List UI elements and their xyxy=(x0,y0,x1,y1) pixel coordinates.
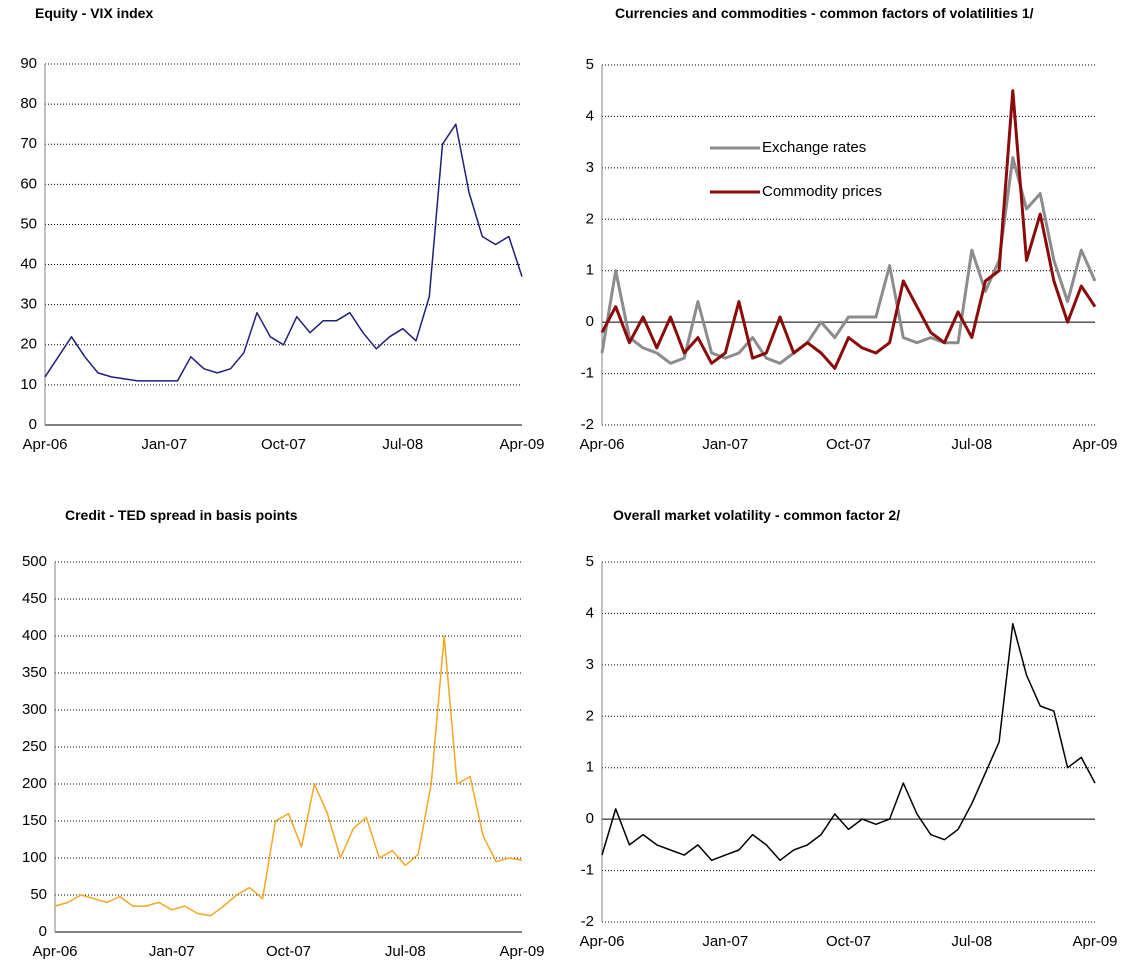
y-tick-label: 450 xyxy=(22,590,47,607)
x-tick-label: Oct-07 xyxy=(826,436,871,453)
series-line xyxy=(44,123,523,382)
y-tick-label: 50 xyxy=(30,886,47,903)
y-tick-label: 0 xyxy=(29,416,37,433)
y-tick-label: -1 xyxy=(581,365,594,382)
chart-title: Currencies and commodities - common fact… xyxy=(615,5,1034,21)
x-tick-label: Apr-06 xyxy=(579,933,624,950)
y-tick-label: 200 xyxy=(22,775,47,792)
x-tick-label: Apr-09 xyxy=(1072,436,1117,453)
x-tick-label: Apr-09 xyxy=(499,943,544,960)
y-tick-label: 4 xyxy=(586,604,594,621)
y-tick-label: 4 xyxy=(586,107,594,124)
x-tick-label: Apr-09 xyxy=(499,436,544,453)
x-tick-label: Jul-08 xyxy=(385,943,426,960)
y-tick-label: 1 xyxy=(586,759,594,776)
x-tick-label: Apr-06 xyxy=(579,436,624,453)
legend-label: Exchange rates xyxy=(762,139,866,156)
y-tick-label: 2 xyxy=(586,707,594,724)
y-tick-label: 50 xyxy=(20,215,37,232)
y-tick-label: 2 xyxy=(586,210,594,227)
series-line xyxy=(600,89,1097,370)
y-tick-label: 150 xyxy=(22,812,47,829)
x-tick-label: Apr-06 xyxy=(32,943,77,960)
x-tick-label: Jan-07 xyxy=(141,436,187,453)
x-tick-label: Jul-08 xyxy=(382,436,423,453)
y-tick-label: -2 xyxy=(581,913,594,930)
y-tick-label: 400 xyxy=(22,627,47,644)
x-tick-label: Apr-09 xyxy=(1072,933,1117,950)
y-tick-label: 0 xyxy=(586,313,594,330)
y-tick-label: 30 xyxy=(20,296,37,313)
y-tick-label: 250 xyxy=(22,738,47,755)
y-tick-label: 90 xyxy=(20,55,37,72)
y-tick-label: 60 xyxy=(20,175,37,192)
y-tick-label: 40 xyxy=(20,256,37,273)
y-tick-label: 350 xyxy=(22,664,47,681)
y-tick-label: 80 xyxy=(20,95,37,112)
x-tick-label: Apr-06 xyxy=(22,436,67,453)
y-tick-label: 3 xyxy=(586,159,594,176)
y-tick-label: -2 xyxy=(581,416,594,433)
x-tick-label: Jan-07 xyxy=(702,933,748,950)
x-tick-label: Oct-07 xyxy=(826,933,871,950)
series-line xyxy=(600,156,1097,365)
y-tick-label: 3 xyxy=(586,656,594,673)
series-line xyxy=(54,635,523,917)
legend-label: Commodity prices xyxy=(762,183,882,200)
y-tick-label: 70 xyxy=(20,135,37,152)
x-tick-label: Oct-07 xyxy=(266,943,311,960)
y-tick-label: 300 xyxy=(22,701,47,718)
y-tick-label: 500 xyxy=(22,553,47,570)
y-tick-label: 10 xyxy=(20,376,37,393)
chart-title: Credit - TED spread in basis points xyxy=(65,507,298,523)
y-tick-label: 0 xyxy=(39,923,47,940)
x-tick-label: Jul-08 xyxy=(951,436,992,453)
y-tick-label: -1 xyxy=(581,862,594,879)
y-tick-label: 1 xyxy=(586,262,594,279)
y-tick-label: 0 xyxy=(586,810,594,827)
series-line xyxy=(601,622,1096,862)
chart-title: Overall market volatility - common facto… xyxy=(613,507,901,523)
x-tick-label: Jan-07 xyxy=(702,436,748,453)
x-tick-label: Jul-08 xyxy=(951,933,992,950)
y-tick-label: 100 xyxy=(22,849,47,866)
chart-title: Equity - VIX index xyxy=(35,5,154,21)
x-tick-label: Jan-07 xyxy=(149,943,195,960)
y-tick-label: 5 xyxy=(586,56,594,73)
y-tick-label: 20 xyxy=(20,336,37,353)
x-tick-label: Oct-07 xyxy=(261,436,306,453)
y-tick-label: 5 xyxy=(586,553,594,570)
